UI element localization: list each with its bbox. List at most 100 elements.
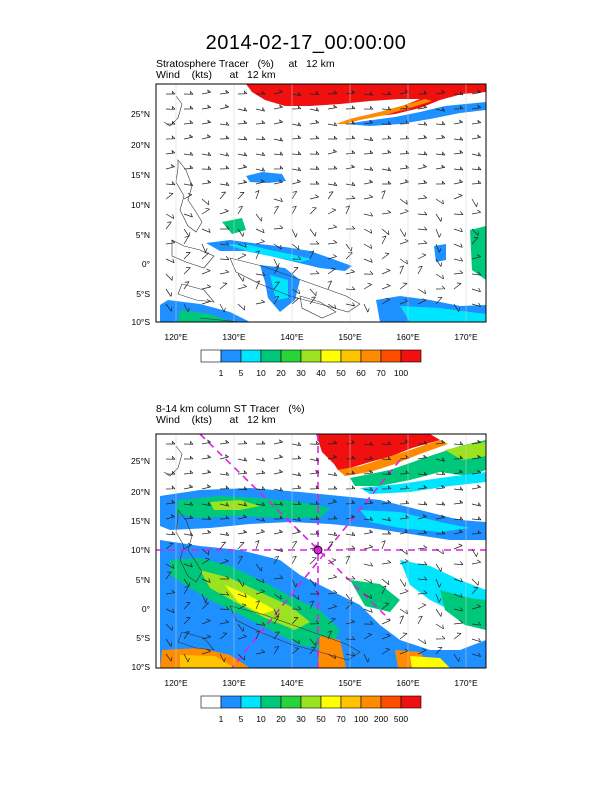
panel1-cb-label: 60: [356, 368, 366, 378]
wind-barb: [471, 621, 482, 626]
wind-barb: [399, 198, 408, 205]
wind-barb: [453, 561, 464, 565]
wind-barb: [435, 164, 446, 170]
wind-barb: [220, 225, 230, 230]
wind-barb: [363, 593, 373, 599]
wind-barb: [453, 105, 464, 110]
wind-barb: [381, 252, 390, 260]
wind-barb: [255, 120, 266, 125]
wind-barb: [327, 531, 338, 536]
wind-barb: [183, 182, 194, 187]
wind-barb: [256, 440, 266, 445]
wind-barb: [309, 150, 320, 155]
wind-barb: [381, 540, 386, 550]
colorbar-swatch: [200, 695, 222, 709]
wind-barb: [363, 455, 374, 460]
panel1-map: 25°N 20°N 15°N 10°N 5°N 0° 5°S 10°S 120°…: [131, 83, 487, 378]
wind-barb: [471, 228, 479, 236]
wind-barb: [327, 589, 338, 595]
wind-barb: [381, 602, 390, 610]
wind-barb: [291, 541, 298, 550]
wind-barb: [363, 243, 373, 249]
wind-barb: [471, 439, 482, 445]
wind-barb: [291, 105, 302, 110]
wind-barb: [165, 105, 176, 110]
panel1-tracer-south-cyan: [270, 275, 288, 300]
wind-barb: [183, 228, 191, 237]
wind-barb: [471, 548, 478, 557]
wind-barb: [327, 515, 338, 520]
wind-barb: [381, 106, 392, 111]
wind-barb: [471, 104, 482, 110]
wind-barb: [435, 180, 446, 185]
wind-barb: [237, 136, 248, 141]
panel1-tracer-east-blob: [434, 244, 446, 262]
panel1-tracer-blob: [246, 172, 286, 183]
wind-barb: [399, 455, 410, 460]
wind-barb: [255, 486, 266, 491]
wind-barb: [183, 585, 189, 595]
wind-barb: [453, 166, 464, 171]
wind-barb: [291, 151, 302, 156]
wind-barb: [219, 632, 228, 640]
wind-barb: [435, 530, 446, 535]
wind-barb: [237, 502, 248, 507]
wind-barb: [345, 652, 356, 657]
wind-barb: [327, 472, 338, 477]
wind-barb: [291, 297, 300, 305]
wind-barb: [237, 603, 247, 610]
wind-barb: [399, 265, 404, 275]
wind-barb: [201, 89, 211, 95]
wind-barb: [183, 617, 191, 625]
panel2-title: 8-14 km column ST Tracer (%): [156, 403, 305, 415]
wind-barb: [327, 653, 337, 659]
panel1-tracer-blue-north: [345, 102, 486, 126]
wind-barb: [309, 646, 316, 655]
wind-barb: [183, 90, 194, 95]
wind-barb: [273, 515, 284, 520]
wind-barb: [291, 472, 302, 477]
wind-barb: [291, 529, 301, 535]
wind-barb: [453, 119, 463, 125]
wind-barb: [453, 243, 463, 248]
panel1-cb-label: 70: [376, 368, 386, 378]
wind-barb: [237, 273, 245, 282]
wind-barb: [183, 120, 194, 125]
wind-barb: [255, 600, 260, 610]
wind-barb: [165, 181, 176, 186]
wind-barb: [327, 630, 333, 640]
wind-barb: [345, 602, 353, 610]
wind-barb: [471, 152, 481, 157]
panel1-lat-label: 5°N: [136, 230, 150, 240]
panel2-lon-label: 170°E: [454, 678, 478, 688]
wind-barb: [471, 516, 482, 521]
wind-barb: [273, 179, 283, 185]
wind-barb: [363, 469, 374, 475]
panel2-frame: [155, 433, 487, 669]
wind-barb: [201, 529, 212, 535]
wind-barb: [435, 121, 446, 126]
wind-barb: [309, 544, 319, 550]
wind-barb: [165, 120, 176, 125]
wind-barb: [201, 299, 211, 305]
panel1-cb-label: 50: [336, 368, 346, 378]
wind-barb: [453, 577, 463, 583]
wind-barb: [291, 442, 302, 447]
wind-barb: [381, 268, 391, 275]
wind-barb: [417, 265, 423, 275]
panel2-colorbar: [200, 695, 422, 709]
wind-barb: [219, 152, 230, 157]
wind-barb: [345, 120, 356, 125]
wind-barb: [471, 484, 481, 490]
wind-barb: [417, 253, 427, 260]
wind-barb: [381, 633, 391, 640]
wind-barb: [273, 165, 284, 170]
wind-barb: [327, 440, 338, 445]
wind-barb: [309, 600, 315, 610]
panel2-tracer-cyan-band: [360, 510, 470, 532]
colorbar-swatch: [320, 695, 342, 709]
wind-barb: [471, 604, 481, 610]
wind-barb: [201, 179, 212, 185]
wind-barb: [418, 440, 428, 445]
wind-barb: [327, 254, 337, 260]
